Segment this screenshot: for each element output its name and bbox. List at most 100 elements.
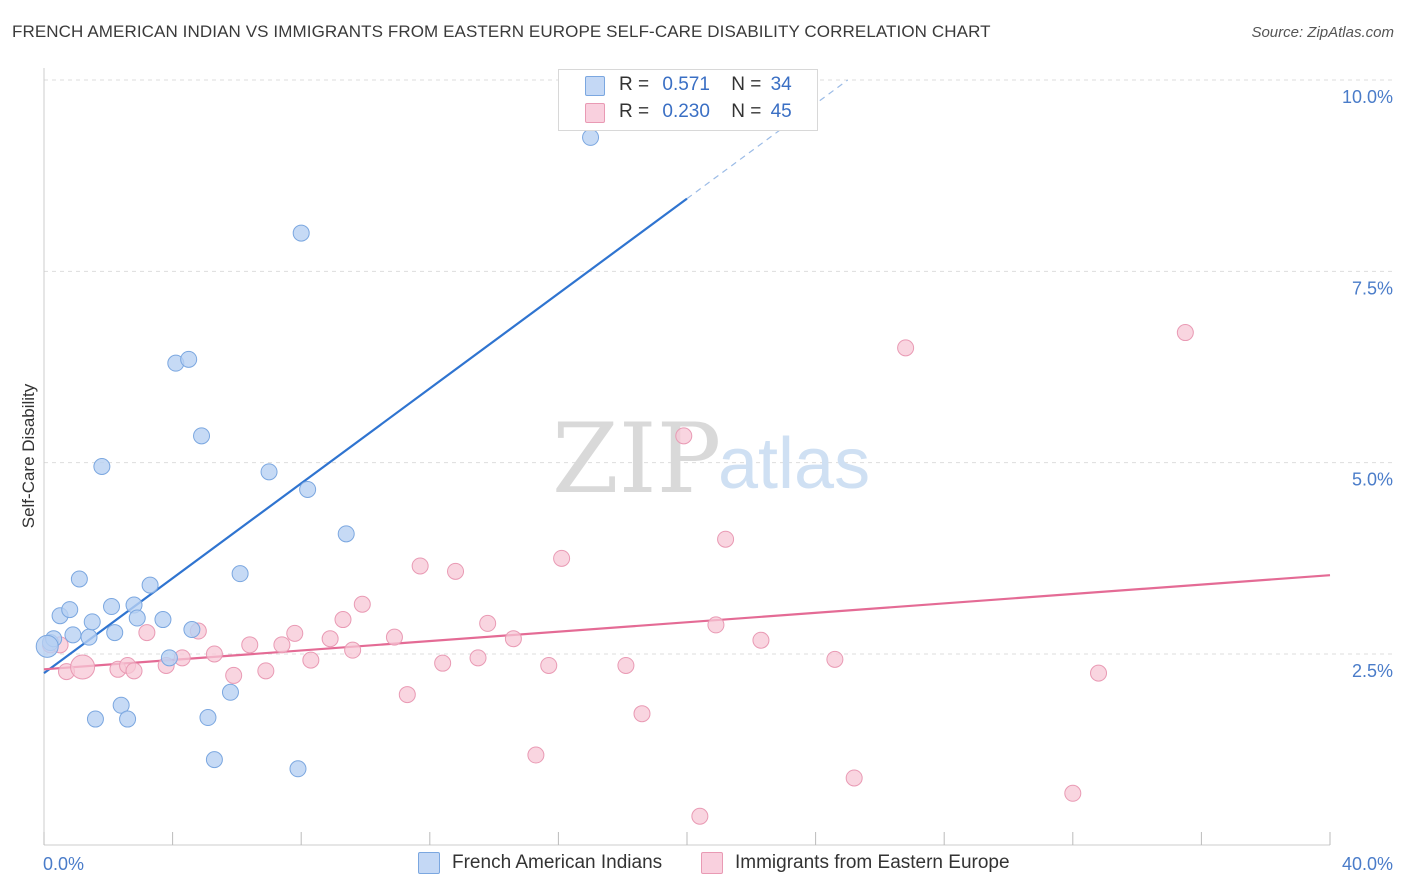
series2-r-value: 0.230 [662, 101, 710, 122]
trend-line-series1-extension [686, 79, 849, 200]
point-french-american-indians-25 [221, 683, 239, 701]
point-french-american-indians-12 [112, 696, 130, 714]
legend-swatch-blue [418, 852, 440, 874]
series2-n-label: N = [731, 101, 762, 122]
point-immigrants-3 [70, 654, 96, 680]
point-french-american-indians-21 [183, 621, 201, 639]
series2-swatch [585, 103, 605, 123]
series2-n-value: 45 [770, 101, 792, 122]
point-french-american-indians-23 [199, 709, 217, 727]
point-french-american-indians-31 [337, 525, 355, 543]
point-immigrants-6 [125, 662, 143, 680]
point-immigrants-45 [1176, 324, 1194, 342]
point-immigrants-11 [205, 645, 223, 663]
point-immigrants-12 [225, 666, 243, 684]
point-immigrants-28 [479, 614, 497, 632]
y-tick-label-0: 2.5% [1352, 661, 1393, 681]
point-french-american-indians-9 [93, 457, 111, 475]
point-french-american-indians-10 [103, 598, 121, 616]
y-tick-label-3: 10.0% [1342, 87, 1393, 107]
point-french-american-indians-8 [86, 710, 104, 728]
point-french-american-indians-22 [193, 427, 211, 445]
point-french-american-indians-7 [83, 613, 101, 631]
y-tick-label-2: 7.5% [1352, 278, 1393, 298]
point-french-american-indians-26 [231, 565, 249, 583]
x-ticks [43, 832, 1331, 845]
point-french-american-indians-30 [299, 480, 317, 498]
series1-stats: R = 0.571 N = 34 [619, 74, 792, 96]
stats-legend: R = 0.571 N = 34 R = 0.230 N = 45 [558, 69, 818, 131]
point-french-american-indians-3 [61, 601, 79, 619]
legend-item-immigrants-eastern-europe[interactable]: Immigrants from Eastern Europe [701, 852, 1010, 874]
point-french-american-indians-18 [160, 649, 178, 667]
point-immigrants-36 [691, 807, 709, 825]
point-immigrants-23 [398, 686, 416, 704]
point-immigrants-32 [553, 549, 571, 567]
series1-n-label: N = [731, 74, 762, 95]
point-immigrants-34 [633, 705, 651, 723]
series1-n-value: 34 [770, 74, 792, 95]
point-french-american-indians-20 [180, 350, 198, 368]
point-immigrants-30 [527, 746, 545, 764]
point-immigrants-18 [321, 630, 339, 648]
point-immigrants-44 [1090, 664, 1108, 682]
point-immigrants-41 [845, 769, 863, 787]
point-immigrants-43 [1064, 784, 1082, 802]
legend-item-french-american-indians[interactable]: French American Indians [418, 852, 662, 874]
trend-lines [43, 79, 1331, 675]
point-french-american-indians-27 [260, 463, 278, 481]
point-immigrants-26 [447, 562, 465, 580]
watermark: ZIP atlas [552, 403, 870, 515]
point-french-american-indians-33 [35, 634, 59, 658]
point-immigrants-31 [540, 656, 558, 674]
point-french-american-indians-13 [119, 710, 137, 728]
legend-swatch-pink [701, 852, 723, 874]
point-french-american-indians-11 [106, 624, 124, 642]
legend-label-immigrants-eastern-europe: Immigrants from Eastern Europe [735, 852, 1010, 873]
point-french-american-indians-15 [128, 609, 146, 627]
source-credit: Source: ZipAtlas.com [1251, 24, 1394, 41]
point-immigrants-39 [752, 631, 770, 649]
point-immigrants-21 [353, 595, 371, 613]
y-tick-labels: 2.5% 5.0% 7.5% 10.0% [1342, 87, 1393, 681]
point-french-american-indians-6 [80, 628, 98, 646]
point-french-american-indians-24 [205, 751, 223, 769]
point-french-american-indians-5 [70, 570, 88, 588]
point-immigrants-15 [273, 636, 291, 654]
point-french-american-indians-16 [141, 576, 159, 594]
series-french-american-indians-points [35, 128, 600, 778]
point-french-american-indians-29 [292, 224, 310, 242]
point-immigrants-19 [334, 611, 352, 629]
x-tick-label-max: 40.0% [1342, 854, 1393, 874]
point-french-american-indians-32 [582, 128, 600, 146]
point-immigrants-16 [286, 624, 304, 642]
watermark-zip: ZIP [552, 403, 721, 515]
point-immigrants-13 [241, 636, 259, 654]
point-immigrants-20 [344, 641, 362, 659]
point-immigrants-37 [707, 616, 725, 634]
point-french-american-indians-4 [64, 626, 82, 644]
x-tick-label-min: 0.0% [43, 854, 84, 874]
series1-swatch [585, 76, 605, 96]
point-immigrants-33 [617, 656, 635, 674]
series1-r-label: R = [619, 74, 650, 95]
point-immigrants-17 [302, 651, 320, 669]
y-tick-label-1: 5.0% [1352, 470, 1393, 490]
point-immigrants-25 [434, 654, 452, 672]
chart-title: FRENCH AMERICAN INDIAN VS IMMIGRANTS FRO… [12, 22, 991, 41]
point-immigrants-29 [504, 630, 522, 648]
point-immigrants-35 [675, 427, 693, 445]
point-immigrants-42 [897, 339, 915, 357]
trend-line-series2 [43, 574, 1331, 671]
trend-line-series1 [43, 197, 688, 675]
point-immigrants-14 [257, 662, 275, 680]
y-axis-label: Self-Care Disability [19, 383, 38, 528]
watermark-atlas: atlas [718, 424, 870, 504]
series2-r-label: R = [619, 101, 650, 122]
point-immigrants-24 [411, 557, 429, 575]
legend-label-french-american-indians: French American Indians [452, 852, 663, 873]
point-french-american-indians-28 [289, 760, 307, 778]
point-immigrants-40 [826, 650, 844, 668]
point-immigrants-38 [717, 530, 735, 548]
